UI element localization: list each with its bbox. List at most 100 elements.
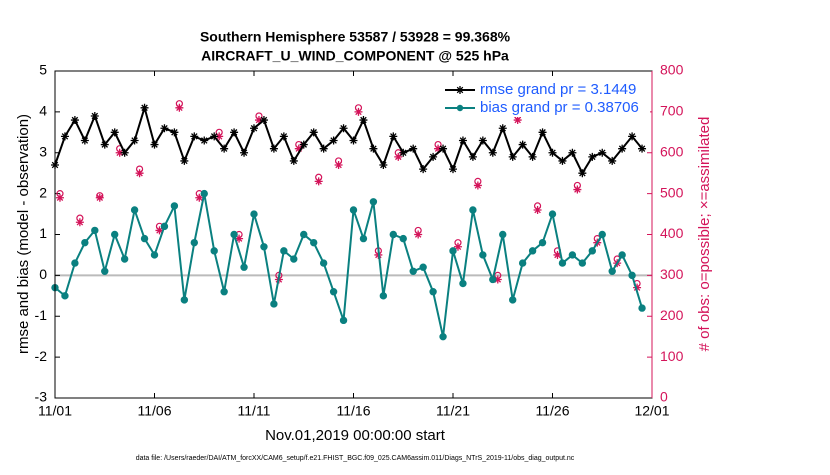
asterisk-marker xyxy=(314,177,323,186)
asterisk-marker xyxy=(354,107,363,116)
legend-label: bias grand pr = 0.38706 xyxy=(480,99,639,116)
asterisk-marker xyxy=(294,144,303,153)
y2-tick-label: 300 xyxy=(660,266,684,282)
y-tick-label: -2 xyxy=(35,348,48,364)
asterisk-marker xyxy=(110,128,119,137)
circle-marker xyxy=(310,238,318,247)
circle-marker xyxy=(628,271,636,280)
y-tick-label: 4 xyxy=(39,103,47,119)
asterisk-marker xyxy=(478,136,487,145)
circle-marker xyxy=(359,234,368,243)
asterisk-marker xyxy=(70,116,79,125)
circle-marker xyxy=(538,238,547,247)
asterisk-marker xyxy=(309,128,318,137)
circle-marker xyxy=(618,251,626,259)
asterisk-marker xyxy=(399,148,408,157)
y2-tick-label: 700 xyxy=(660,103,684,119)
circle-marker xyxy=(91,226,99,235)
asterisk-marker xyxy=(60,132,69,141)
asterisk-marker xyxy=(429,152,438,161)
asterisk-marker xyxy=(349,136,358,145)
circle-marker xyxy=(240,263,248,271)
asterisk-marker xyxy=(190,132,199,141)
asterisk-marker xyxy=(130,136,139,145)
x-axis-title: Nov.01,2019 00:00:00 start xyxy=(265,427,446,444)
asterisk-marker xyxy=(160,124,169,133)
asterisk-marker xyxy=(230,128,239,137)
circle-marker xyxy=(578,259,587,267)
circle-marker xyxy=(389,230,397,239)
legend-label: rmse grand pr = 3.1449 xyxy=(480,81,636,98)
asterisk-marker xyxy=(439,144,448,153)
asterisk-marker xyxy=(334,161,343,170)
circle-marker xyxy=(558,259,567,267)
circle-marker xyxy=(220,288,228,296)
circle-marker xyxy=(140,234,149,243)
asterisk-marker xyxy=(90,111,99,120)
asterisk-marker xyxy=(329,136,338,145)
circle-marker xyxy=(399,234,407,243)
asterisk-marker xyxy=(468,152,477,161)
asterisk-marker xyxy=(533,205,542,214)
asterisk-marker xyxy=(419,165,428,174)
circle-marker xyxy=(210,247,218,255)
asterisk-marker xyxy=(200,136,209,145)
circle-marker xyxy=(369,198,378,206)
y2-tick-label: 100 xyxy=(660,348,684,364)
legend-bg xyxy=(440,99,650,117)
circle-marker xyxy=(180,296,189,304)
circle-marker xyxy=(319,259,328,267)
asterisk-marker xyxy=(628,132,637,141)
asterisk-marker xyxy=(339,124,348,133)
circle-marker xyxy=(280,247,288,255)
asterisk-marker xyxy=(638,144,647,153)
legend-marker xyxy=(456,86,464,94)
asterisk-marker xyxy=(319,144,328,153)
circle-marker xyxy=(160,222,169,231)
asterisk-marker xyxy=(633,283,642,292)
circle-marker xyxy=(568,251,577,259)
asterisk-marker xyxy=(359,116,368,125)
circle-marker xyxy=(130,206,139,214)
asterisk-marker xyxy=(598,148,607,157)
circle-marker xyxy=(528,247,537,255)
y-tick-label: -3 xyxy=(35,389,48,405)
asterisk-marker xyxy=(254,116,263,125)
y-axis-title: rmse and bias (model - observation) xyxy=(15,114,32,354)
circle-marker xyxy=(598,230,606,239)
asterisk-marker xyxy=(379,161,388,170)
asterisk-marker xyxy=(269,144,278,153)
asterisk-marker xyxy=(155,226,164,235)
circle-marker xyxy=(518,259,527,267)
circle-marker xyxy=(170,202,179,210)
asterisk-marker xyxy=(389,132,398,141)
asterisk-marker xyxy=(409,144,418,153)
circle-marker xyxy=(290,255,298,263)
circle-marker xyxy=(339,316,348,325)
asterisk-marker xyxy=(175,103,184,112)
asterisk-marker xyxy=(558,156,567,165)
series-line xyxy=(54,104,643,176)
asterisk-marker xyxy=(210,132,219,141)
circle-marker xyxy=(469,206,477,214)
asterisk-marker xyxy=(458,136,467,145)
asterisk-marker xyxy=(513,116,522,125)
circle-marker xyxy=(150,251,159,259)
asterisk-marker xyxy=(180,156,189,165)
circle-marker xyxy=(379,292,388,300)
circle-marker xyxy=(489,275,497,284)
asterisk-marker xyxy=(394,152,403,161)
asterisk-marker xyxy=(568,148,577,157)
circle-marker xyxy=(459,279,467,288)
circle-marker xyxy=(509,296,517,304)
asterisk-marker xyxy=(528,152,537,161)
circle-marker xyxy=(638,304,646,312)
asterisk-marker xyxy=(55,193,64,202)
asterisk-marker xyxy=(220,144,229,153)
asterisk-marker xyxy=(95,193,104,202)
circle-marker xyxy=(111,230,119,239)
y-tick-label: 1 xyxy=(39,225,47,241)
asterisk-marker xyxy=(279,132,288,141)
legend-bg xyxy=(440,81,650,99)
